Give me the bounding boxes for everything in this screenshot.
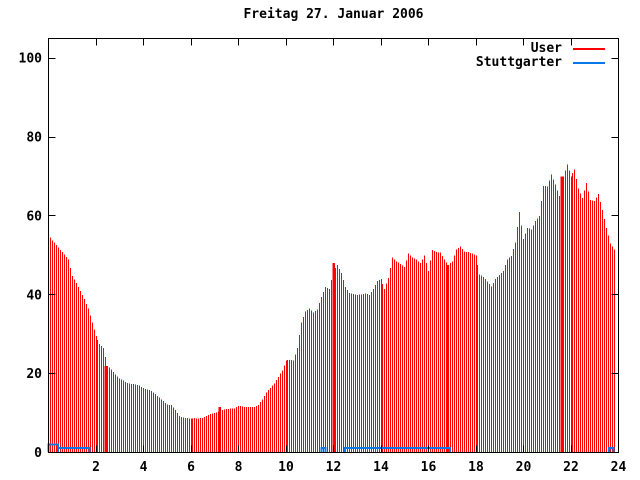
user-impulse-bars [50,164,615,452]
chart-title: Freitag 27. Januar 2006 [243,7,424,22]
y-tick-label: 60 [26,209,42,224]
x-tick-label: 2 [92,460,100,475]
stuttgarter-step-line [47,443,615,452]
legend-label-user: User [530,41,562,56]
x-tick-label: 24 [611,460,627,475]
y-tick-label: 100 [19,52,43,67]
y-tick-label: 20 [26,367,42,382]
y-tick-label: 40 [26,288,42,303]
axis-ticks [48,38,619,453]
legend-line-sample-stuttgarter [573,61,605,64]
y-tick-label: 80 [26,131,42,146]
y-tick-label: 0 [34,446,42,461]
x-tick-label: 14 [373,460,389,475]
x-tick-label: 12 [326,460,342,475]
x-tick-label: 10 [278,460,294,475]
user-dense-bars [104,176,563,452]
x-tick-label: 8 [235,460,243,475]
x-tick-label: 18 [468,460,484,475]
legend: User Stuttgarter [475,41,605,70]
x-tick-label: 20 [516,460,532,475]
x-tick-label: 16 [421,460,437,475]
x-tick-label: 6 [187,460,195,475]
legend-label-stuttgarter: Stuttgarter [475,55,562,70]
x-tick-label: 4 [140,460,148,475]
x-tick-label: 22 [563,460,579,475]
legend-line-sample-user [573,47,605,50]
legend-item-stuttgarter: Stuttgarter [475,55,605,70]
legend-item-user: User [476,41,605,56]
